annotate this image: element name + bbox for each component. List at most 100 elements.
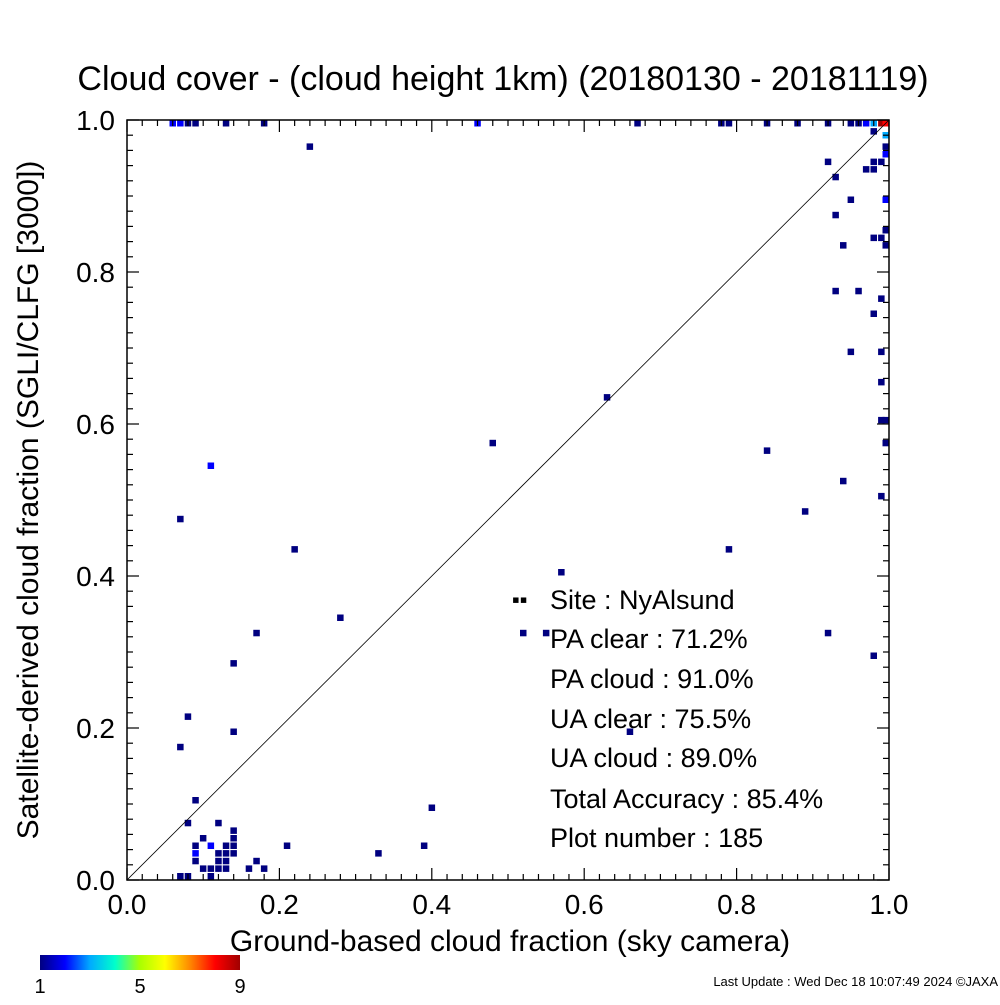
data-cell-78 xyxy=(199,835,207,842)
data-cell-55 xyxy=(603,394,611,401)
data-cell-27 xyxy=(862,166,870,173)
data-cell-38 xyxy=(832,287,839,295)
data-cell-81 xyxy=(207,842,215,849)
data-cell-31 xyxy=(882,196,889,203)
data-cell-75 xyxy=(184,819,192,827)
data-cell-25 xyxy=(870,158,877,166)
data-cell-22 xyxy=(882,143,889,150)
diagonal-reference-line xyxy=(126,119,890,881)
data-cell-4 xyxy=(222,120,230,127)
legend-ua-clear: UA clear : 75.5% xyxy=(550,704,751,734)
data-cell-16 xyxy=(862,120,870,127)
data-cell-33 xyxy=(882,227,889,234)
data-cell-8 xyxy=(634,120,641,127)
stats-legend: ▪▪ Site : NyAlsund PA clear : 71.2% PA c… xyxy=(512,585,823,853)
x-tick-label: 1.0 xyxy=(870,889,909,920)
legend-pa-clear: PA clear : 71.2% xyxy=(550,624,748,654)
data-cell-74 xyxy=(192,797,199,804)
x-axis-label: Ground-based cloud fraction (sky camera) xyxy=(230,925,790,958)
data-cell-83 xyxy=(230,842,237,849)
chart-title: Cloud cover - (cloud height 1km) (201801… xyxy=(77,60,928,98)
data-cell-92 xyxy=(199,865,207,872)
data-cell-72 xyxy=(420,842,428,849)
data-cell-54 xyxy=(870,652,877,659)
x-tick-label: 0.2 xyxy=(260,889,299,920)
data-cell-14 xyxy=(847,120,855,127)
data-cell-53 xyxy=(824,629,832,637)
data-cell-52 xyxy=(725,546,733,553)
data-cell-89 xyxy=(192,857,199,865)
last-update-footer: Last Update : Wed Dec 18 10:07:49 2024 ©… xyxy=(713,974,998,989)
color-scale-gradient xyxy=(40,955,240,970)
y-tick-label: 0.4 xyxy=(76,561,115,592)
y-tick-label: 0.8 xyxy=(76,257,115,288)
data-cell-34 xyxy=(870,234,877,242)
plot-area xyxy=(169,120,889,880)
x-tick-label: 0.8 xyxy=(717,889,756,920)
data-cell-62 xyxy=(291,546,298,553)
data-cell-45 xyxy=(878,416,885,424)
data-cell-44 xyxy=(878,378,885,386)
x-tick-label: 0.6 xyxy=(565,889,604,920)
data-cell-93 xyxy=(207,865,215,872)
data-cell-56 xyxy=(489,439,496,447)
data-cell-1 xyxy=(177,120,184,127)
data-cell-86 xyxy=(222,850,230,857)
data-cell-71 xyxy=(375,850,382,857)
data-cell-41 xyxy=(870,310,877,317)
y-tick-label: 0.0 xyxy=(76,865,115,896)
data-cell-85 xyxy=(215,850,222,857)
data-cell-67 xyxy=(184,713,192,720)
data-cell-91 xyxy=(222,857,230,865)
data-cell-37 xyxy=(882,242,889,249)
x-tick-label: 0.0 xyxy=(108,889,147,920)
data-cell-58 xyxy=(520,629,527,637)
data-cell-35 xyxy=(878,234,885,242)
data-cell-73 xyxy=(283,842,291,849)
axis-ticks: 0.0 0.2 0.4 0.6 0.8 1.0 0.0 0.2 0.4 0.6 0.8 1.0 xyxy=(76,105,908,920)
data-cell-63 xyxy=(253,629,260,637)
color-scale-mid-label: 5 xyxy=(134,976,145,998)
data-cell-61 xyxy=(337,614,344,621)
data-cell-36 xyxy=(840,242,847,249)
data-cell-95 xyxy=(222,865,230,872)
data-cell-51 xyxy=(801,508,809,515)
data-cell-50 xyxy=(878,492,885,500)
data-cell-20 xyxy=(870,128,877,135)
data-cell-40 xyxy=(878,295,885,302)
data-cell-29 xyxy=(832,173,839,181)
y-tick-label: 0.6 xyxy=(76,409,115,440)
data-cell-80 xyxy=(192,842,199,849)
data-cell-82 xyxy=(222,842,230,849)
data-cell-90 xyxy=(215,857,222,865)
color-scale-min-label: 1 xyxy=(34,976,45,998)
data-cell-59 xyxy=(542,629,550,637)
data-cell-48 xyxy=(763,447,771,454)
data-cell-68 xyxy=(177,743,184,751)
legend-ua-cloud: UA cloud : 89.0% xyxy=(550,743,757,773)
data-cell-39 xyxy=(855,287,862,295)
data-cell-42 xyxy=(847,348,855,356)
data-cell-76 xyxy=(215,819,222,827)
data-cell-64 xyxy=(230,660,237,667)
legend-total-accuracy: Total Accuracy : 85.4% xyxy=(550,784,823,814)
data-cell-32 xyxy=(832,211,839,219)
data-cell-23 xyxy=(882,151,889,158)
data-cell-28 xyxy=(870,166,877,173)
x-tick-label: 0.4 xyxy=(412,889,451,920)
data-cell-49 xyxy=(840,477,847,485)
data-cell-30 xyxy=(847,196,855,203)
data-cell-60 xyxy=(626,728,634,735)
y-tick-label: 1.0 xyxy=(76,105,115,136)
data-cell-57 xyxy=(558,569,565,576)
data-cell-69 xyxy=(230,728,237,735)
data-cell-97 xyxy=(260,865,268,872)
color-scale-bar: 1 5 9 xyxy=(34,955,246,998)
data-cell-94 xyxy=(215,865,222,872)
color-scale-max-label: 9 xyxy=(234,976,245,998)
data-cell-70 xyxy=(428,804,436,811)
legend-pa-cloud: PA cloud : 91.0% xyxy=(550,664,754,694)
legend-symbol: ▪▪ xyxy=(512,587,528,612)
data-cell-47 xyxy=(882,439,889,447)
